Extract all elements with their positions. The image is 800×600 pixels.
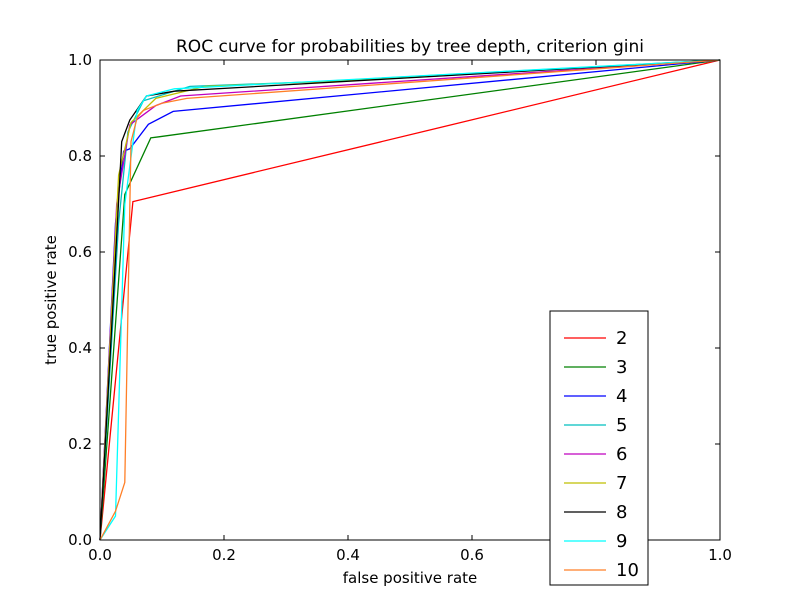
series-line-8	[99, 59, 721, 541]
legend-label: 8	[616, 502, 627, 523]
legend-label: 4	[616, 386, 627, 407]
legend-label: 2	[616, 328, 627, 349]
y-tick-label: 0.0	[68, 531, 92, 549]
legend-box	[549, 310, 649, 586]
x-tick-label: 0.6	[460, 546, 484, 564]
legend-label: 3	[616, 357, 627, 378]
plot-frame	[99, 59, 721, 541]
legend: 2 3 4 5 6 7 8 9 10	[549, 310, 649, 586]
y-tick-label: 0.2	[68, 435, 92, 453]
axis-ticks: 0.00.20.40.60.81.00.00.20.40.60.81.0	[68, 51, 732, 564]
series-line-10	[99, 59, 721, 541]
y-axis-label: true positive rate	[42, 235, 60, 365]
series-line-3	[99, 59, 721, 541]
x-tick-label: 0.4	[336, 546, 360, 564]
x-tick-label: 0.2	[212, 546, 236, 564]
series-line-2	[99, 59, 721, 541]
series-lines	[99, 59, 721, 541]
legend-label: 7	[616, 473, 627, 494]
legend-label: 5	[616, 415, 627, 436]
legend-label: 6	[616, 444, 627, 465]
legend-label: 10	[616, 560, 639, 581]
chart-title: ROC curve for probabilities by tree dept…	[176, 37, 644, 57]
y-tick-label: 1.0	[68, 51, 92, 69]
x-tick-label: 1.0	[708, 546, 732, 564]
x-tick-label: 0.0	[88, 546, 112, 564]
series-line-9	[99, 59, 721, 541]
y-tick-label: 0.4	[68, 339, 92, 357]
x-axis-label: false positive rate	[343, 569, 478, 587]
y-tick-label: 0.6	[68, 243, 92, 261]
legend-label: 9	[616, 531, 627, 552]
y-tick-label: 0.8	[68, 147, 92, 165]
